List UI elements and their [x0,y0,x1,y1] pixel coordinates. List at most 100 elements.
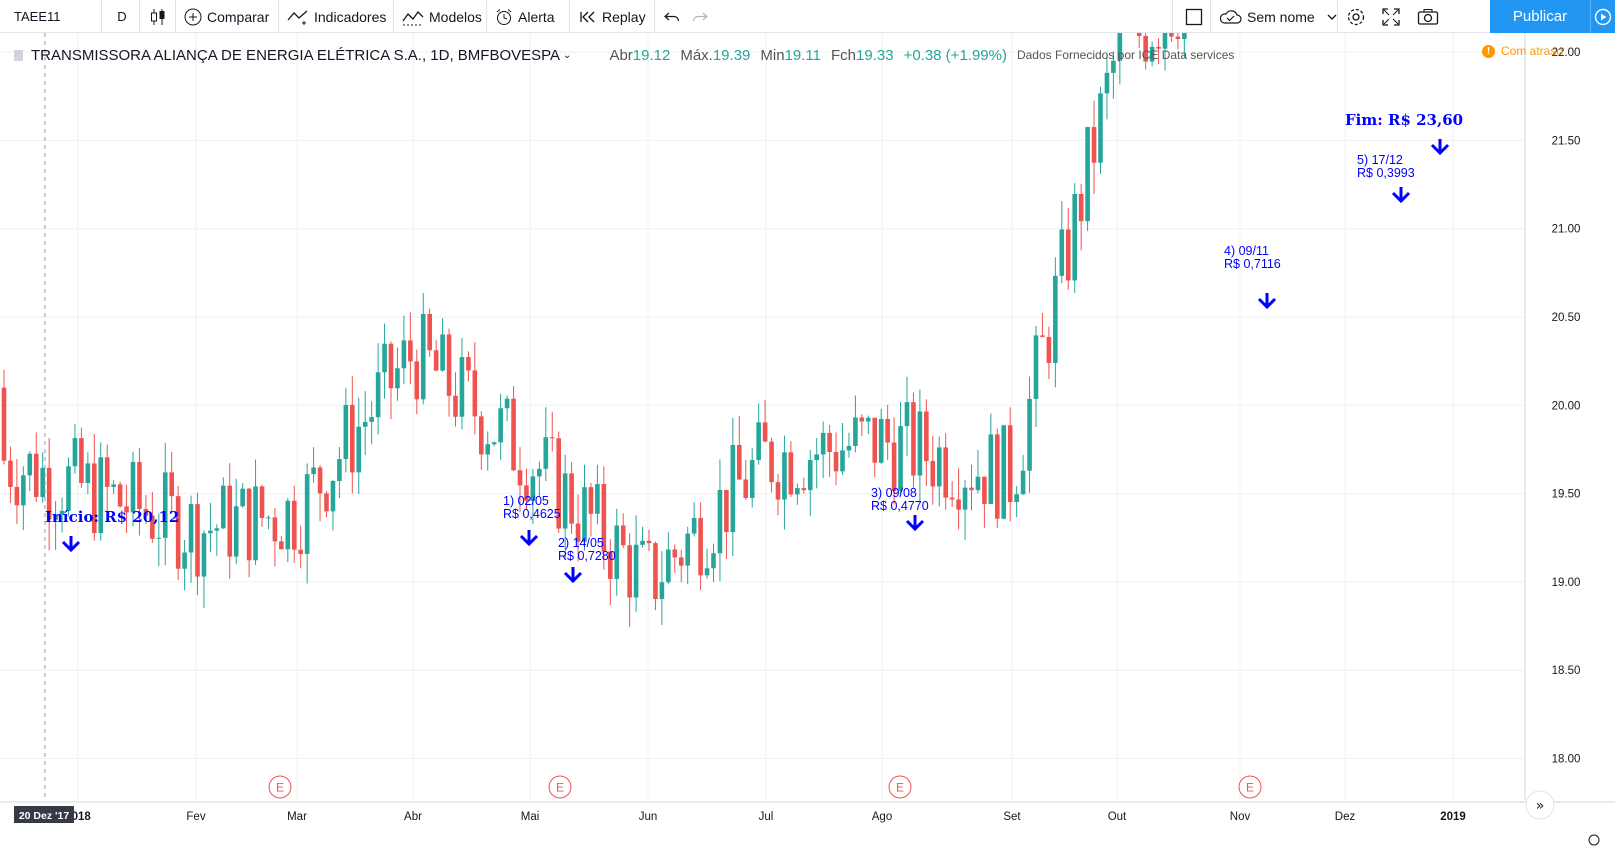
delay-badge[interactable]: ! Com atraso [1482,44,1563,58]
candle-body [337,459,342,482]
time-tick-label: Mar [287,811,307,823]
candle-body [195,504,200,577]
delay-label: Com atraso [1501,44,1564,58]
candle-body [98,457,104,534]
candle-body [1001,425,1007,519]
earnings-marker-label: E [556,781,564,795]
annotation-text: 1) 02/05 [503,494,549,508]
indicators-icon [287,10,308,25]
price-tick-label: 20.50 [1552,312,1581,324]
candle-body [749,460,755,498]
indicators-button[interactable]: Indicadores [287,0,386,33]
candle-body [414,361,420,400]
publish-button[interactable]: Publicar [1490,0,1590,33]
candle-body [330,481,336,512]
chart-annotations: Início: R$ 20,12 1) 02/05R$ 0,4625 2) 14/0… [45,111,1463,584]
settings-button[interactable] [1343,0,1369,33]
candle-body [640,540,645,545]
candle-body [311,467,316,475]
replay-button[interactable]: Replay [579,0,646,33]
candle-body [936,447,942,487]
annotation-text: R$ 0,7280 [558,549,616,563]
candlestick-series [1,33,1187,627]
layout-menu[interactable]: Sem nome [1218,0,1342,33]
price-tick-label: 18.50 [1552,665,1581,677]
candle-body [498,408,503,443]
candle-body [446,334,452,396]
earnings-marker [268,775,292,799]
candle-body [608,551,613,579]
candle-body [253,486,258,561]
candle-body [717,489,723,554]
candle-body [943,447,948,498]
snapshot-button[interactable] [1414,0,1442,33]
candle-body [543,437,549,469]
compare-button[interactable]: Comparar [184,0,269,33]
candle-body [1053,275,1058,363]
candle-body [975,476,981,491]
interval-button[interactable]: D [108,0,136,33]
candle-body [698,517,703,576]
candle-body [885,418,890,443]
warning-icon: ! [1482,44,1495,58]
alert-button[interactable]: Alerta [495,0,555,33]
candle-body [872,417,878,463]
play-circle-icon [1594,8,1612,25]
fullscreen-button[interactable] [1378,0,1404,33]
price-chart[interactable]: E E E E Início: R$ 20,12 1) 02/05R$ 0,4625 2)… [0,33,1615,852]
candle-body [788,452,794,495]
candle-body [104,457,110,487]
legend-chevron-icon[interactable]: ⌄ [563,49,572,61]
candle-body [1059,229,1065,276]
candle-body [1162,33,1168,49]
candle-body [1182,33,1187,39]
undo-button[interactable] [662,0,682,33]
candle-body [666,549,671,583]
candle-body [853,417,858,446]
legend-icon [14,49,23,61]
candle-body [911,402,916,476]
indicators-label: Indicadores [314,8,387,25]
time-tick-label: Nov [1230,811,1251,823]
legend-title[interactable]: TRANSMISSORA ALIANÇA DE ENERGIA ELÉTRICA… [31,46,561,64]
publish-menu-button[interactable] [1590,0,1615,33]
time-tick-label: Mai [521,811,540,823]
fullscreen-toggle[interactable] [1183,0,1205,33]
candle-body [285,500,291,550]
candle-body [21,475,26,506]
high-value: 19.39 [712,46,751,64]
change-value: +0.38 (+1.99%) [903,46,1007,64]
high-label: Máx. [680,46,713,64]
candle-body [775,482,781,500]
plus-circle-icon [184,8,202,25]
candle-body [130,462,136,513]
candle-body [440,334,445,371]
templates-button[interactable]: Modelos [402,0,482,33]
candle-body [1046,336,1052,363]
chevron-down-icon [1327,14,1337,20]
divider [486,0,487,33]
candle-body [969,487,974,491]
symbol-search[interactable]: TAEE11 [14,0,104,33]
candle-body [672,549,678,558]
candle-body [595,484,600,514]
earnings-marker-label: E [1246,781,1254,795]
candle-body [988,434,994,505]
candle-body [156,537,162,539]
redo-button[interactable] [690,0,710,33]
candle-body [795,488,800,495]
price-tick-label: 18.00 [1552,754,1581,766]
candle-body [420,313,426,400]
candle-body [724,489,729,533]
candle-body [401,340,407,369]
expand-icon [1382,7,1400,26]
divider [654,0,655,33]
annotation-text: Início: R$ 20,12 [45,508,179,526]
annotation-text: Fim: R$ 23,60 [1345,111,1463,129]
chart-style-button[interactable] [146,0,170,33]
candle-body [66,466,71,511]
annotation-text: 2) 14/05 [558,536,604,550]
candle-body [33,453,39,498]
candle-body [530,476,536,501]
